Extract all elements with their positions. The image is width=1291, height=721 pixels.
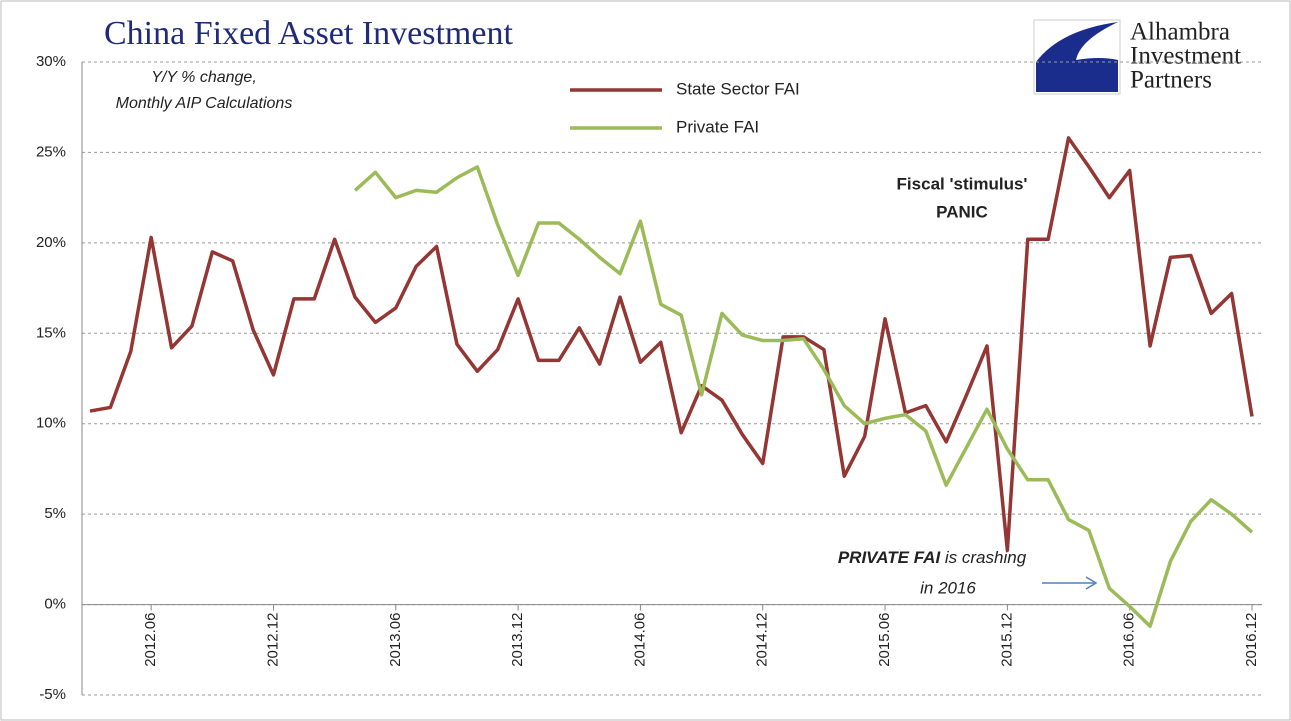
x-tick-label: 2015.12 (998, 613, 1015, 667)
subtitle: Y/Y % change, (151, 69, 257, 86)
annotation-rest: is crashing (940, 548, 1027, 567)
logo-text: Investment (1130, 43, 1241, 70)
y-tick-label: 20% (36, 234, 66, 251)
chart-title: China Fixed Asset Investment (104, 15, 513, 52)
x-tick-label: 2012.12 (264, 613, 281, 667)
logo: Alhambra Investment Partners (1033, 19, 1241, 95)
annotation: Fiscal 'stimulus' (897, 174, 1028, 193)
annotation: PANIC (936, 202, 988, 221)
arrow (1042, 576, 1098, 590)
annotation: in 2016 (920, 578, 976, 597)
x-tick-label: 2013.06 (387, 613, 404, 667)
y-tick-label: 25% (36, 143, 66, 160)
y-tick-label: 30% (36, 53, 66, 70)
legend-label: State Sector FAI (676, 79, 800, 98)
series-line (353, 165, 1254, 629)
series-line (89, 136, 1254, 553)
arrow-head (1085, 576, 1098, 590)
y-tick-label: 5% (44, 505, 66, 522)
y-tick-label: 0% (44, 596, 66, 613)
x-tick-label: 2014.06 (631, 613, 648, 667)
x-tick-label: 2014.12 (754, 613, 771, 667)
x-tick-label: 2016.12 (1243, 613, 1260, 667)
subtitle: Monthly AIP Calculations (116, 95, 293, 112)
y-tick-label: 10% (36, 415, 66, 432)
y-tick-label: -5% (39, 686, 66, 703)
y-tick-label: 15% (36, 324, 66, 341)
x-tick-label: 2015.06 (876, 613, 893, 667)
x-tick-label: 2012.06 (142, 613, 159, 667)
x-tick-label: 2013.12 (509, 613, 526, 667)
legend-label: Private FAI (676, 117, 759, 136)
x-tick-label: 2016.06 (1121, 613, 1138, 667)
logo-mark (1036, 22, 1118, 92)
annotation-bold: PRIVATE FAI (838, 548, 942, 567)
annotation: PRIVATE FAI is crashing (838, 548, 1027, 567)
logo-text: Partners (1130, 67, 1212, 94)
logo-text: Alhambra (1130, 19, 1230, 46)
